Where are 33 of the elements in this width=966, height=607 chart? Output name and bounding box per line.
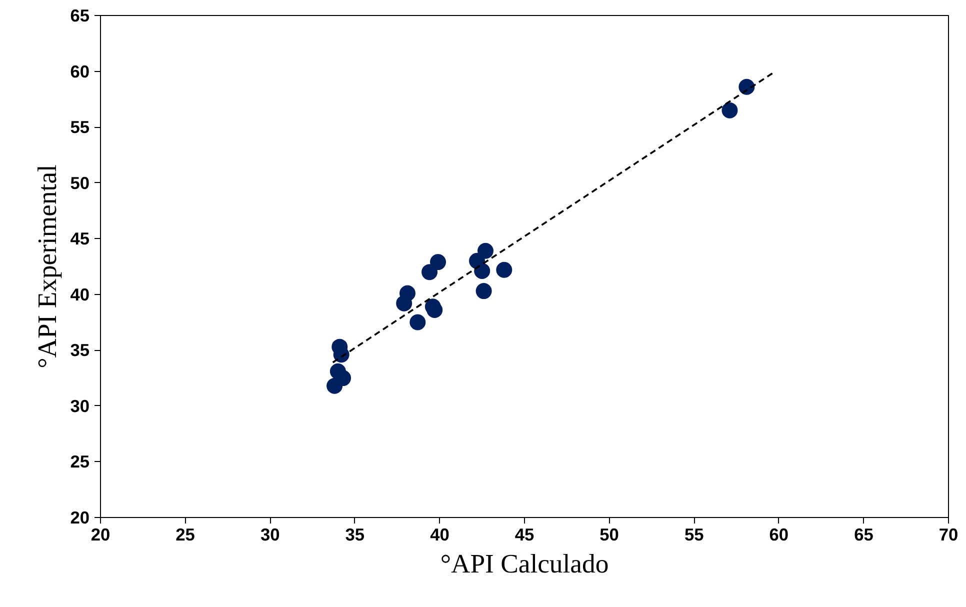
x-tick-label: 35 <box>345 524 365 544</box>
point <box>430 254 446 270</box>
point <box>496 262 512 278</box>
x-tick-label: 65 <box>854 524 874 544</box>
x-tick-label: 45 <box>514 524 534 544</box>
point <box>422 264 438 280</box>
y-axis-title: °API Experimental <box>32 164 62 368</box>
y-tick-label: 65 <box>70 6 90 26</box>
x-tick-label: 30 <box>260 524 280 544</box>
point <box>396 295 412 312</box>
y-tick-label: 35 <box>70 340 90 360</box>
x-tick-label: 60 <box>769 524 789 544</box>
point <box>326 378 343 394</box>
x-tick-label: 50 <box>600 524 619 544</box>
point <box>476 283 492 300</box>
y-tick-label: 25 <box>70 452 90 472</box>
point <box>474 262 490 279</box>
y-tick-label: 45 <box>70 228 90 249</box>
x-tick-label: 25 <box>176 524 196 544</box>
x-tick-label: 70 <box>938 524 958 544</box>
point <box>722 102 738 118</box>
y-tick-label: 40 <box>70 284 90 304</box>
point <box>410 314 426 330</box>
y-tick-label: 55 <box>70 117 90 138</box>
y-tick-label: 20 <box>70 508 90 528</box>
x-tick-label: 20 <box>90 524 110 544</box>
point <box>477 242 494 259</box>
x-tick-label: 55 <box>684 524 704 544</box>
x-axis-title: °API Calculado <box>440 548 609 578</box>
y-tick-label: 30 <box>70 396 90 416</box>
x-tick-label: 40 <box>430 524 450 544</box>
y-tick-label: 60 <box>70 61 90 82</box>
y-tick-label: 50 <box>70 172 90 193</box>
